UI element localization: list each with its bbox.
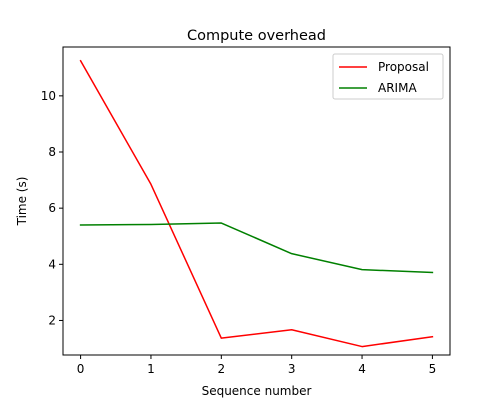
legend-label-proposal: Proposal: [378, 60, 429, 74]
series-lines: [79, 59, 434, 348]
y-tick-label: 10: [41, 89, 56, 103]
y-axis: 2 4 6 8 10: [41, 89, 63, 327]
x-axis-label: Sequence number: [202, 384, 312, 398]
x-tick-label: 0: [77, 362, 85, 376]
y-tick-label: 8: [48, 145, 56, 159]
x-tick-label: 1: [147, 362, 155, 376]
series-line-arima: [79, 222, 434, 274]
y-tick-label: 6: [48, 201, 56, 215]
series-line-proposal: [79, 59, 434, 348]
y-tick-label: 2: [48, 313, 56, 327]
legend: Proposal ARIMA: [332, 53, 444, 100]
legend-label-arima: ARIMA: [378, 81, 417, 95]
x-axis: 0 1 2 3 4 5: [77, 355, 436, 376]
x-tick-label: 4: [358, 362, 366, 376]
x-tick-label: 2: [217, 362, 225, 376]
x-tick-label: 5: [429, 362, 437, 376]
y-tick-label: 4: [48, 257, 56, 271]
axes-frame: [62, 46, 451, 356]
y-axis-label: Time (s): [15, 177, 29, 227]
x-tick-label: 3: [288, 362, 296, 376]
chart-title: Compute overhead: [187, 28, 326, 44]
plot-area: [62, 46, 451, 356]
